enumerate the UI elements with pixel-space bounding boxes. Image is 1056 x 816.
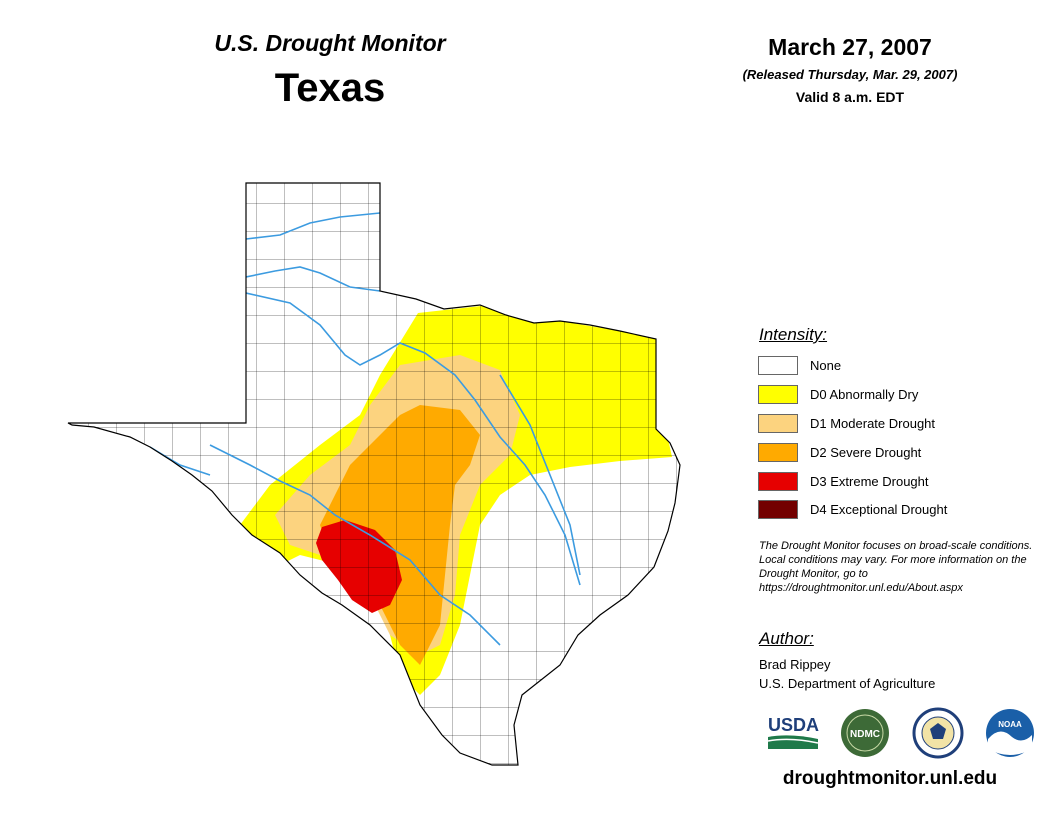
monitor-title: U.S. Drought Monitor (214, 30, 446, 56)
legend-heading: Intensity: (759, 325, 828, 344)
legend-label: D4 Exceptional Drought (810, 501, 948, 517)
legend-item-none: None (758, 354, 841, 376)
texas-outline (67, 182, 681, 766)
website-link[interactable]: droughtmonitor.unl.edu (782, 768, 998, 789)
legend-swatch (758, 384, 798, 404)
legend-swatch (758, 499, 798, 519)
colorado-river (209, 444, 501, 646)
texas-drought-map (67, 182, 681, 766)
red-river-fork (245, 266, 381, 292)
legend-label: None (810, 357, 842, 373)
noaa-logo: NOAA (986, 709, 1034, 757)
legend-item-d1: D1 Moderate Drought (758, 412, 935, 434)
drought-monitor-note: The Drought Monitor focuses on broad-sca… (759, 540, 1033, 594)
noaa-logo-text: NOAA (998, 720, 1022, 729)
author-name: Brad Rippey (759, 657, 831, 672)
legend-item-d0: D0 Abnormally Dry (758, 383, 918, 405)
map-date: March 27, 2007 (768, 34, 932, 60)
legend-swatch (758, 471, 798, 491)
agency-logos: USDA NDMC NOAA (767, 707, 1034, 759)
usda-logo-text: USDA (768, 715, 819, 735)
release-date: (Released Thursday, Mar. 29, 2007) (742, 67, 958, 82)
ndmc-logo-text: NDMC (850, 729, 880, 740)
author-organization: U.S. Department of Agriculture (759, 676, 936, 691)
valid-time: Valid 8 a.m. EDT (795, 89, 905, 105)
legend-swatch (758, 355, 798, 375)
ndmc-logo: NDMC (841, 709, 889, 757)
brazos-river (245, 292, 581, 586)
commerce-seal-icon (912, 707, 964, 759)
usda-logo: USDA (767, 715, 819, 749)
state-title: Texas (274, 66, 386, 110)
legend-label: D1 Moderate Drought (810, 415, 936, 431)
legend-item-d2: D2 Severe Drought (758, 441, 921, 463)
legend-swatch (758, 413, 798, 433)
canadian-river (245, 212, 381, 240)
legend-label: D0 Abnormally Dry (810, 386, 919, 402)
legend-item-d3: D3 Extreme Drought (758, 470, 929, 492)
trinity-river (499, 374, 581, 576)
author-heading: Author: (759, 629, 814, 648)
legend-item-d4: D4 Exceptional Drought (758, 498, 947, 520)
legend-swatch (758, 442, 798, 462)
legend-label: D2 Severe Drought (810, 444, 922, 460)
legend-label: D3 Extreme Drought (810, 473, 929, 489)
